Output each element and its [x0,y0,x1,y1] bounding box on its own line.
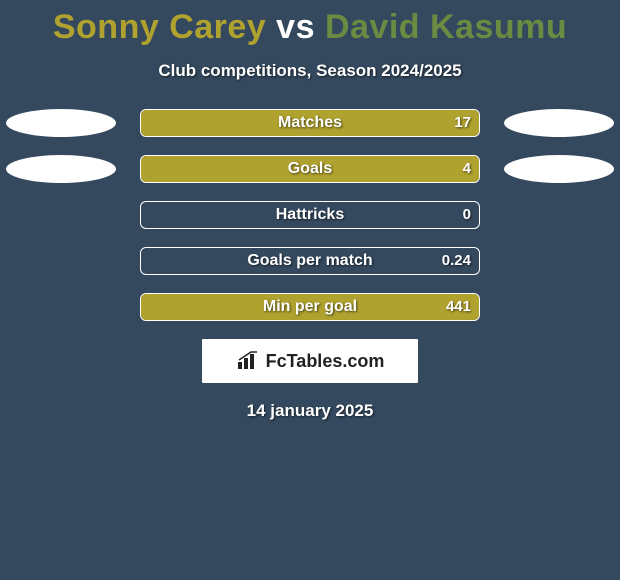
comparison-title: Sonny Carey vs David Kasumu [0,0,620,47]
vs-label: vs [276,8,315,46]
player2-name: David Kasumu [325,8,567,46]
bar-chart-icon [236,351,260,371]
stat-value: 0 [463,202,471,228]
player1-name: Sonny Carey [53,8,266,46]
stat-label: Min per goal [141,294,479,320]
stat-bar: Matches17 [140,109,480,137]
logo-text: FcTables.com [266,351,385,372]
stat-row: Min per goal441 [0,293,620,321]
stat-row: Matches17 [0,109,620,137]
stat-value: 17 [454,110,471,136]
logo: FcTables.com [236,351,385,372]
left-ellipse [6,155,116,183]
date: 14 january 2025 [0,401,620,421]
stat-value: 4 [463,156,471,182]
subtitle: Club competitions, Season 2024/2025 [0,61,620,81]
right-ellipse [504,109,614,137]
stat-row: Goals per match0.24 [0,247,620,275]
stat-value: 0.24 [442,248,471,274]
stat-value: 441 [446,294,471,320]
stat-row: Hattricks0 [0,201,620,229]
stat-label: Goals per match [141,248,479,274]
stat-label: Hattricks [141,202,479,228]
right-ellipse [504,155,614,183]
stat-row: Goals4 [0,155,620,183]
stat-bar: Hattricks0 [140,201,480,229]
stat-bar: Goals4 [140,155,480,183]
stat-bar: Min per goal441 [140,293,480,321]
stats-rows: Matches17 Goals4 Hattricks0 Goals per match… [0,109,620,321]
left-ellipse [6,109,116,137]
stat-label: Matches [141,110,479,136]
logo-box: FcTables.com [202,339,418,383]
stat-label: Goals [141,156,479,182]
stat-bar: Goals per match0.24 [140,247,480,275]
